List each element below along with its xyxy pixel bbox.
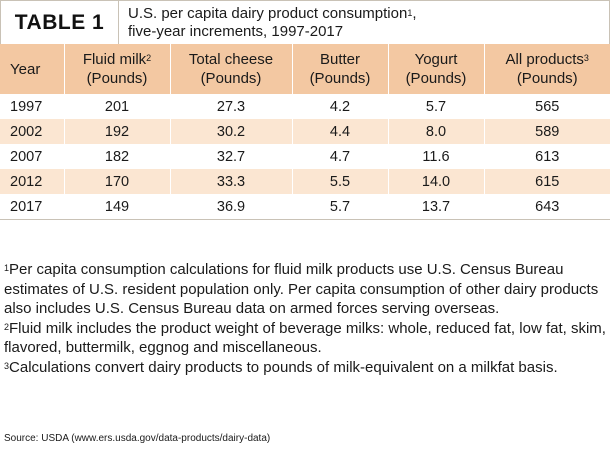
cell-all-products: 613 [484, 144, 610, 169]
cell-yogurt: 13.7 [388, 194, 485, 220]
cell-total-cheese: 36.9 [170, 194, 293, 220]
cell-year: 2012 [0, 169, 65, 194]
caption-comma: , [412, 5, 417, 22]
table-row: 1997 201 27.3 4.2 5.7 565 [0, 94, 610, 119]
table-row: 2007 182 32.7 4.7 11.6 613 [0, 144, 610, 169]
cell-butter: 4.4 [292, 119, 389, 144]
consumption-table: Year Fluid milk2 (Pounds) Total cheese (Po… [0, 44, 610, 220]
column-header-total-cheese: Total cheese (Pounds) [170, 44, 293, 94]
cell-fluid-milk: 192 [64, 119, 171, 144]
cell-butter: 5.5 [292, 169, 389, 194]
cell-total-cheese: 27.3 [170, 94, 293, 119]
cell-year: 2017 [0, 194, 65, 220]
table-row: 2017 149 36.9 5.7 13.7 643 [0, 194, 610, 220]
cell-all-products: 615 [484, 169, 610, 194]
caption-line-2: five-year increments, 1997-2017 [128, 23, 344, 40]
title-row: TABLE 1 U.S. per capita dairy product co… [0, 0, 610, 45]
cell-yogurt: 8.0 [388, 119, 485, 144]
table-row: 2012 170 33.3 5.5 14.0 615 [0, 169, 610, 194]
cell-fluid-milk: 201 [64, 94, 171, 119]
cell-butter: 4.7 [292, 144, 389, 169]
cell-yogurt: 14.0 [388, 169, 485, 194]
column-header-fluid-milk: Fluid milk2 (Pounds) [64, 44, 171, 94]
cell-yogurt: 11.6 [388, 144, 485, 169]
cell-year: 1997 [0, 94, 65, 119]
footnote-3: 3Calculations convert dairy products to … [4, 358, 558, 376]
footnote-2: 2Fluid milk includes the product weight … [4, 319, 606, 357]
table-row: 2002 192 30.2 4.4 8.0 589 [0, 119, 610, 144]
cell-butter: 5.7 [292, 194, 389, 220]
cell-all-products: 565 [484, 94, 610, 119]
cell-year: 2007 [0, 144, 65, 169]
cell-all-products: 589 [484, 119, 610, 144]
cell-total-cheese: 32.7 [170, 144, 293, 169]
cell-butter: 4.2 [292, 94, 389, 119]
cell-fluid-milk: 170 [64, 169, 171, 194]
footnote-mark: 3 [4, 360, 10, 371]
cell-year: 2002 [0, 119, 65, 144]
cell-total-cheese: 33.3 [170, 169, 293, 194]
table-label: TABLE 1 [1, 1, 119, 45]
caption-line-1: U.S. per capita dairy product consumptio… [128, 5, 408, 22]
cell-yogurt: 5.7 [388, 94, 485, 119]
column-header-year: Year [0, 44, 65, 94]
cell-total-cheese: 30.2 [170, 119, 293, 144]
source-note: Source: USDA (www.ers.usda.gov/data-prod… [4, 433, 271, 444]
footnote-mark: 2 [4, 321, 10, 332]
caption-footnote-mark: 1 [407, 8, 413, 18]
column-header-yogurt: Yogurt (Pounds) [388, 44, 485, 94]
footnote-mark: 1 [4, 263, 10, 273]
header-row: Year Fluid milk2 (Pounds) Total cheese (Po… [0, 44, 610, 94]
column-header-all-products: All products3 (Pounds) [484, 44, 610, 94]
footnote-1: 1Per capita consumption calculations for… [4, 261, 599, 317]
cell-fluid-milk: 182 [64, 144, 171, 169]
column-header-butter: Butter (Pounds) [292, 44, 389, 94]
cell-fluid-milk: 149 [64, 194, 171, 220]
footnotes: 1Per capita consumption calculations for… [4, 260, 606, 377]
cell-all-products: 643 [484, 194, 610, 220]
table-caption: U.S. per capita dairy product consumptio… [128, 5, 598, 41]
